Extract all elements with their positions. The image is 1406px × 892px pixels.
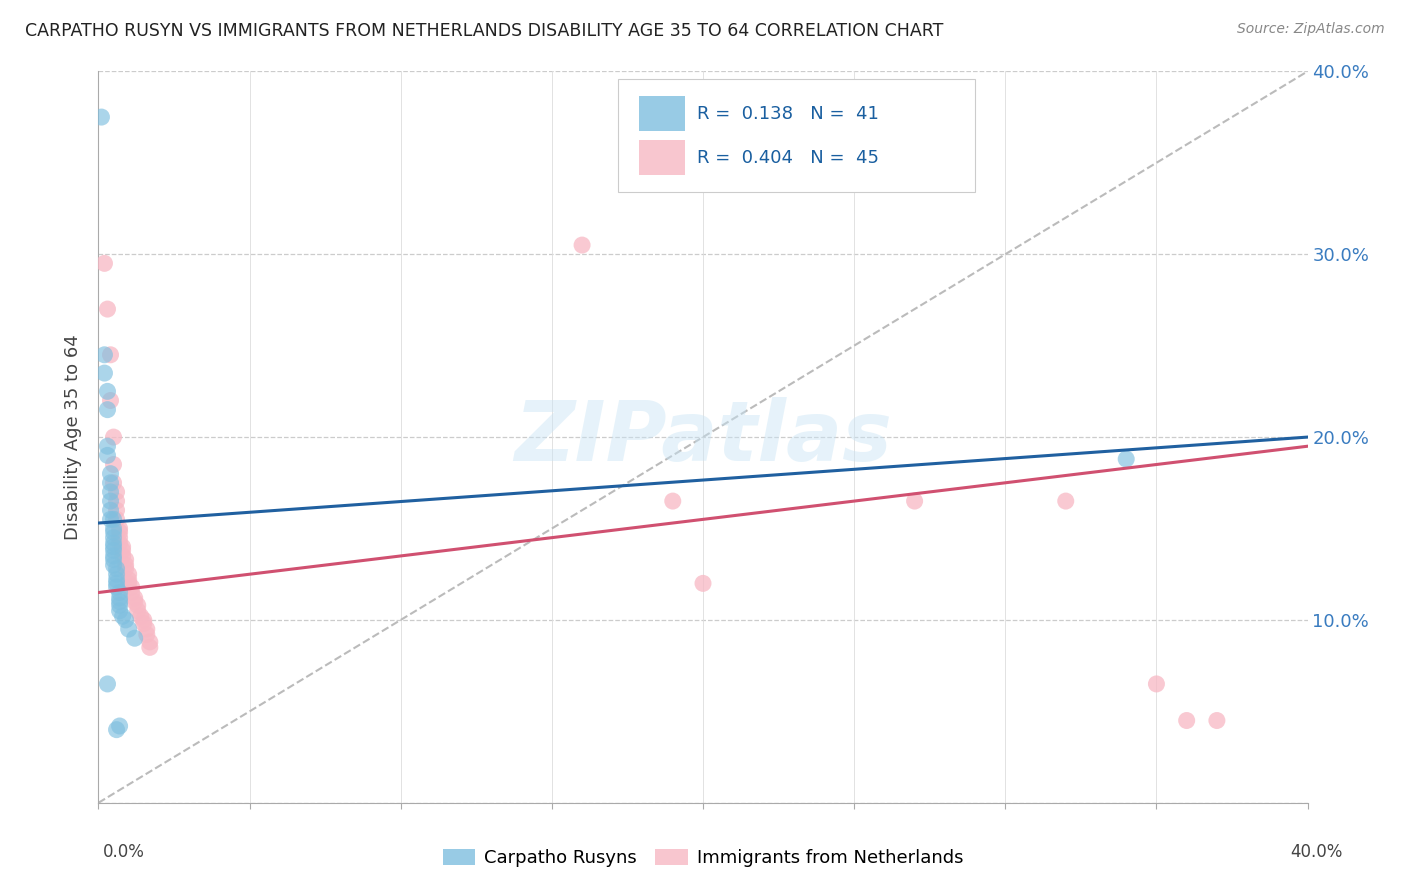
Point — [135, 622, 157, 636]
Point — [103, 552, 125, 566]
Point — [103, 458, 125, 472]
Point — [118, 573, 141, 587]
Point — [108, 604, 131, 618]
Point — [103, 536, 125, 550]
Point — [132, 616, 155, 631]
Text: CARPATHO RUSYN VS IMMIGRANTS FROM NETHERLANDS DISABILITY AGE 35 TO 64 CORRELATIO: CARPATHO RUSYN VS IMMIGRANTS FROM NETHER… — [25, 22, 943, 40]
Point — [100, 485, 122, 500]
Point — [100, 503, 122, 517]
Point — [105, 567, 128, 582]
Text: Source: ZipAtlas.com: Source: ZipAtlas.com — [1237, 22, 1385, 37]
Point — [103, 531, 125, 545]
Point — [1175, 714, 1198, 728]
Point — [93, 348, 115, 362]
Point — [111, 609, 134, 624]
Point — [96, 677, 118, 691]
Point — [118, 576, 141, 591]
Point — [105, 580, 128, 594]
Point — [108, 719, 131, 733]
Point — [1054, 494, 1077, 508]
Point — [105, 723, 128, 737]
Point — [90, 110, 112, 124]
Point — [1115, 452, 1137, 467]
Point — [139, 635, 162, 649]
Point — [105, 573, 128, 587]
Point — [904, 494, 927, 508]
Point — [114, 613, 136, 627]
Point — [100, 393, 122, 408]
Point — [103, 549, 125, 563]
Point — [114, 552, 136, 566]
Point — [105, 512, 128, 526]
Point — [100, 467, 122, 481]
Point — [118, 567, 141, 582]
Point — [118, 622, 141, 636]
Point — [124, 591, 146, 605]
Point — [135, 627, 157, 641]
Text: ZIPatlas: ZIPatlas — [515, 397, 891, 477]
Point — [105, 562, 128, 576]
Y-axis label: Disability Age 35 to 64: Disability Age 35 to 64 — [65, 334, 83, 540]
Point — [103, 521, 125, 535]
Point — [105, 494, 128, 508]
Point — [127, 604, 149, 618]
Point — [108, 585, 131, 599]
Point — [108, 525, 131, 540]
Point — [103, 540, 125, 554]
Point — [93, 256, 115, 270]
Point — [103, 543, 125, 558]
Point — [105, 503, 128, 517]
Text: 0.0%: 0.0% — [103, 843, 145, 861]
Point — [129, 609, 152, 624]
Point — [114, 562, 136, 576]
Legend: Carpatho Rusyns, Immigrants from Netherlands: Carpatho Rusyns, Immigrants from Netherl… — [436, 841, 970, 874]
Point — [121, 580, 143, 594]
Point — [103, 525, 125, 540]
FancyBboxPatch shape — [619, 78, 976, 192]
Point — [96, 384, 118, 399]
Text: R =  0.404   N =  45: R = 0.404 N = 45 — [697, 149, 879, 167]
Point — [105, 576, 128, 591]
Bar — [638, 96, 685, 131]
Point — [108, 536, 131, 550]
Point — [114, 558, 136, 573]
Point — [108, 591, 131, 605]
Point — [103, 430, 125, 444]
Point — [108, 531, 131, 545]
Point — [103, 512, 125, 526]
Point — [100, 348, 122, 362]
Point — [96, 301, 118, 317]
Point — [661, 494, 683, 508]
Point — [132, 613, 155, 627]
Point — [108, 594, 131, 608]
Bar — [638, 140, 685, 175]
Point — [100, 475, 122, 490]
Point — [692, 576, 714, 591]
Point — [124, 594, 146, 608]
Point — [571, 238, 593, 252]
Point — [139, 640, 162, 655]
Point — [1144, 677, 1167, 691]
Point — [124, 632, 146, 646]
Point — [93, 366, 115, 380]
Point — [111, 543, 134, 558]
Point — [100, 512, 122, 526]
Point — [103, 558, 125, 573]
Text: 40.0%: 40.0% — [1291, 843, 1343, 861]
Point — [111, 549, 134, 563]
Point — [1206, 714, 1229, 728]
Point — [96, 439, 118, 453]
Point — [105, 485, 128, 500]
Point — [96, 402, 118, 417]
Point — [96, 448, 118, 462]
Text: R =  0.138   N =  41: R = 0.138 N = 41 — [697, 104, 879, 123]
Point — [108, 521, 131, 535]
Point — [100, 494, 122, 508]
Point — [127, 599, 149, 613]
Point — [103, 475, 125, 490]
Point — [108, 599, 131, 613]
Point — [121, 585, 143, 599]
Point — [111, 540, 134, 554]
